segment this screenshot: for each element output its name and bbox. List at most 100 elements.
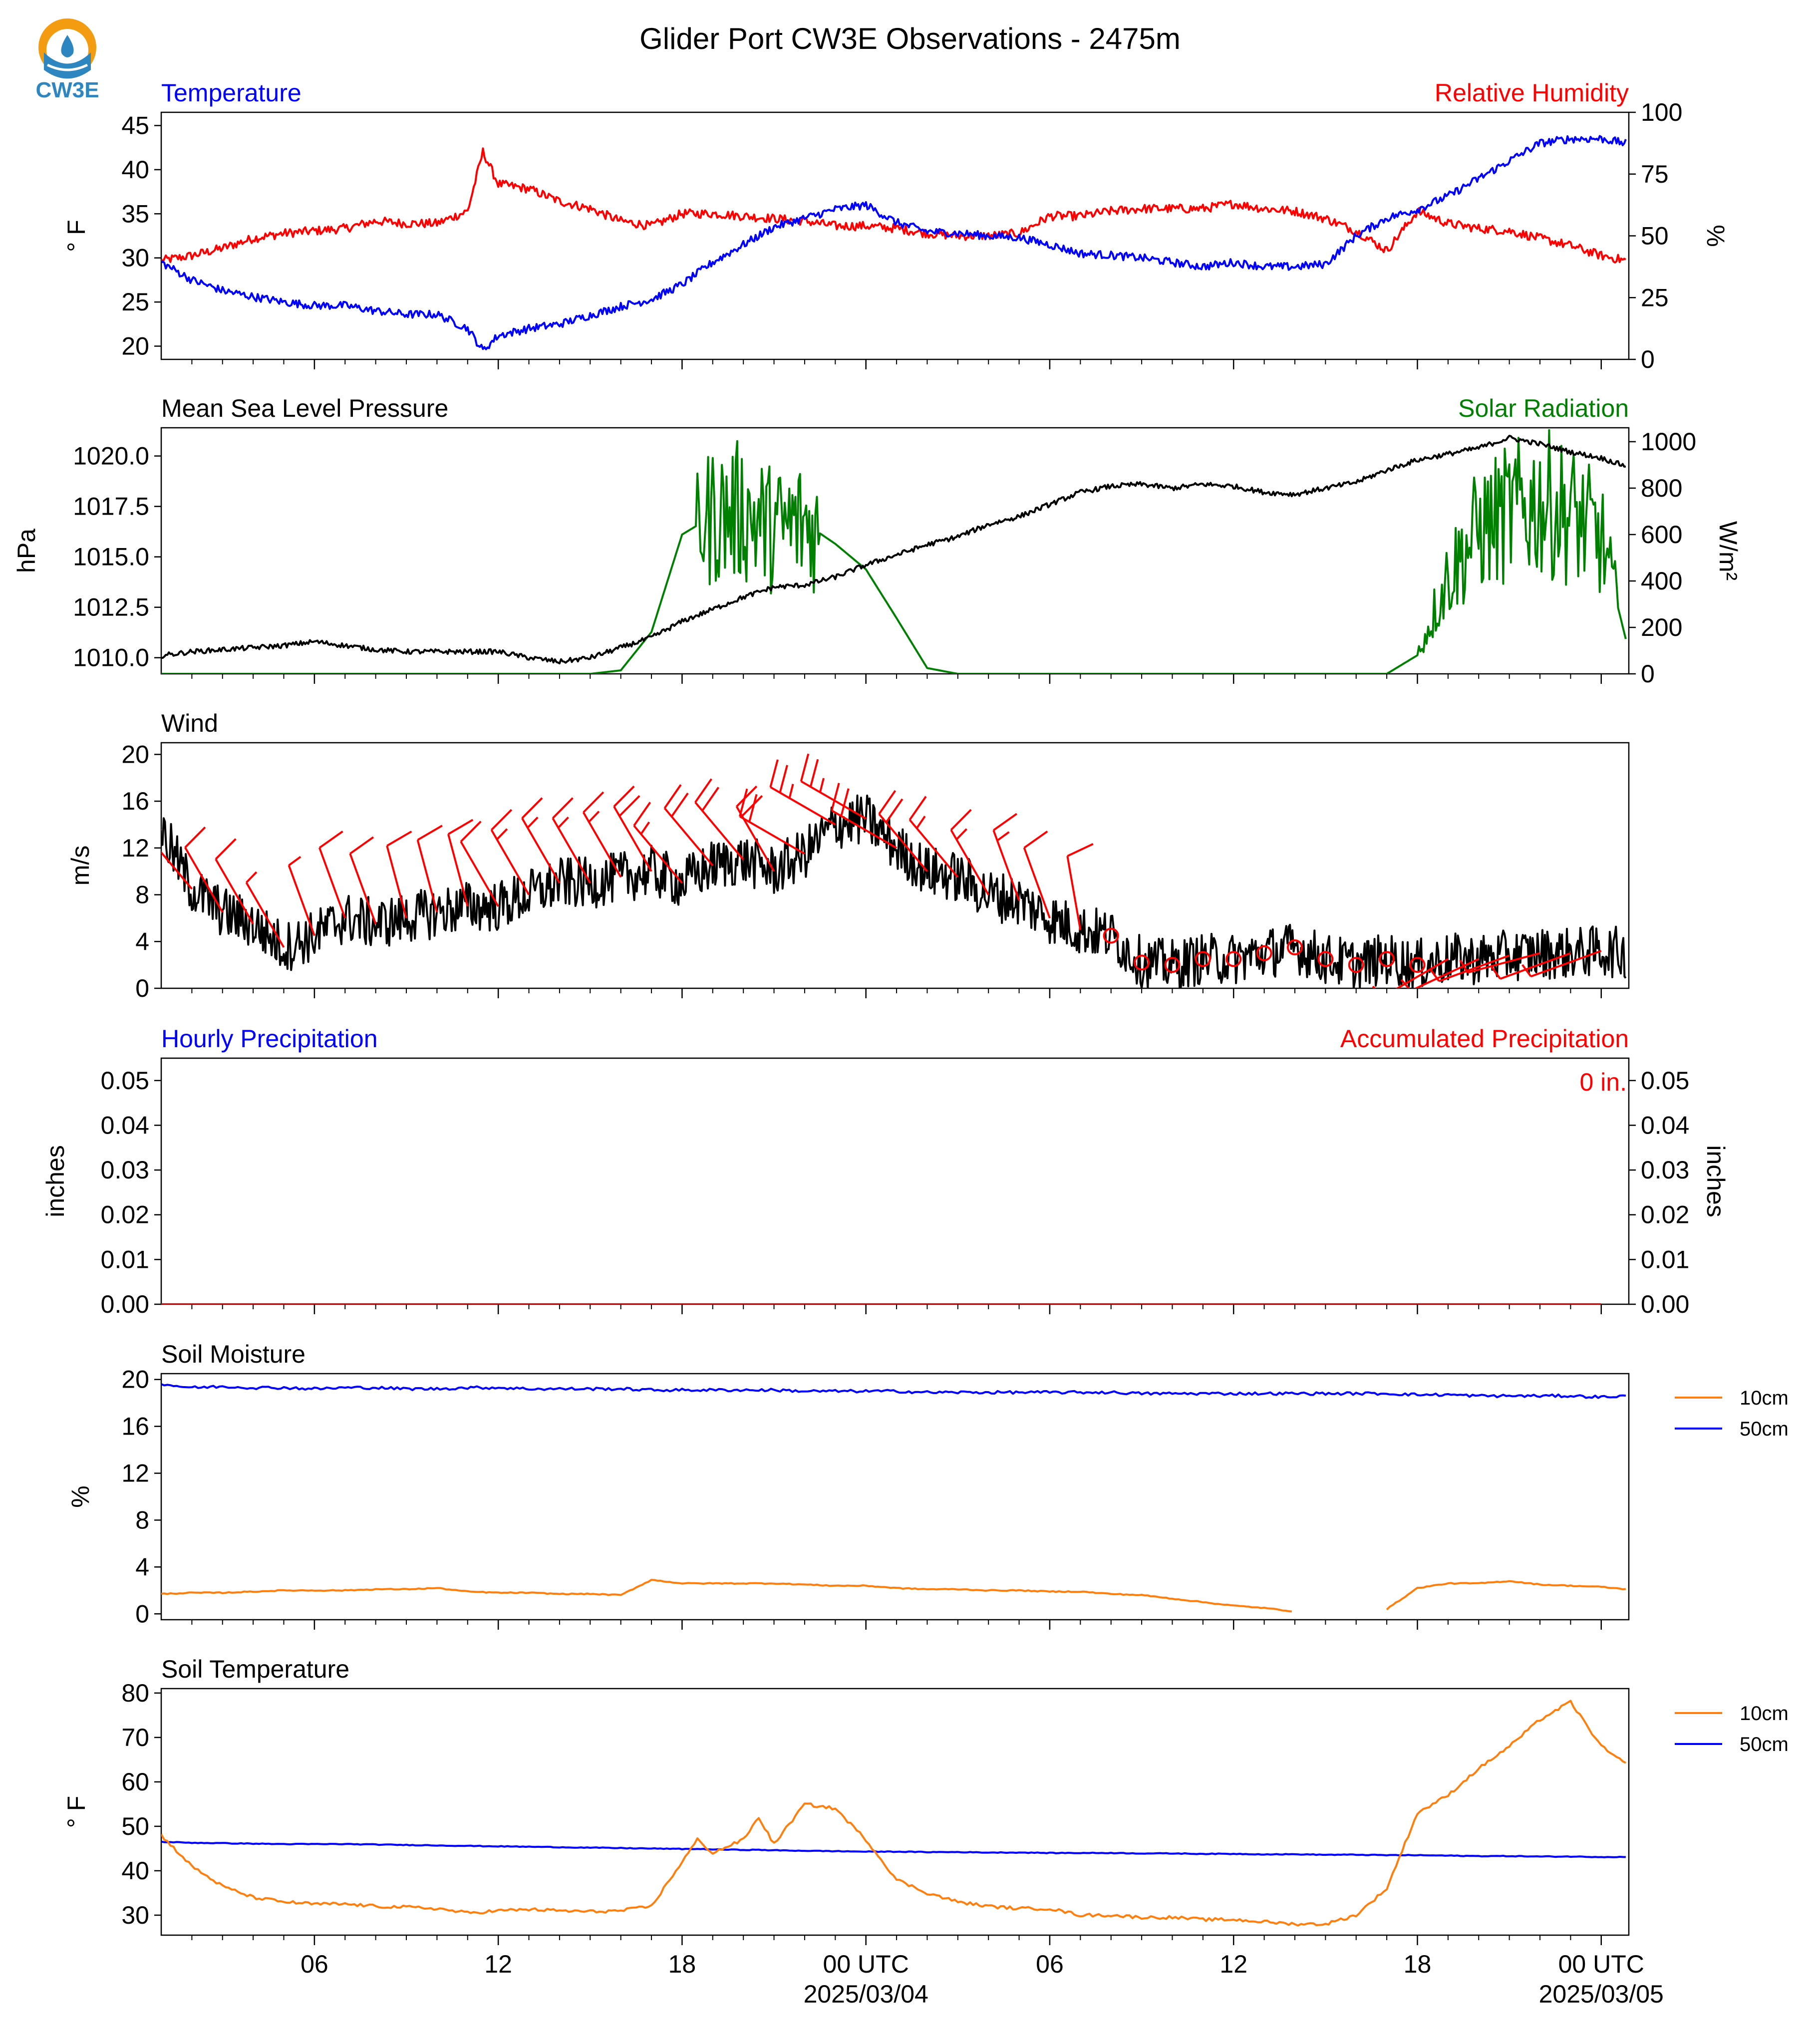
wind-barb-calm (1409, 957, 1426, 973)
pressure-panel-ylabel-right: W/m² (1714, 521, 1742, 580)
temperature-panel-right-title: Relative Humidity (1435, 79, 1629, 107)
temperature-series-line (161, 135, 1627, 350)
soil-temperature-panel-ytick-label: 80 (121, 1679, 149, 1707)
logo: CW3E (35, 18, 99, 102)
soil-temp-50cm-line (161, 1840, 1626, 1858)
wind-barb (950, 809, 989, 895)
soil-temperature-panel-ytick-label: 30 (121, 1901, 149, 1929)
precip-panel-ytick-label: 0.02 (101, 1201, 149, 1229)
solar-radiation-series-line (161, 429, 1627, 674)
temperature-panel-ytick-label: 20 (121, 332, 149, 360)
wind-barb (613, 785, 652, 872)
pressure-panel-frame (160, 427, 1630, 675)
temperature-panel-ytick-label: 45 (121, 112, 149, 140)
wind-barb (1023, 830, 1051, 919)
x-tick-label: 00 UTC (1558, 1950, 1644, 1978)
temperature-panel: Temperature Relative Humidity 20 25 30 35 40 45… (62, 79, 1730, 373)
pressure-series-line (161, 435, 1626, 664)
wind-barb-calm (1348, 957, 1364, 973)
wind-barb-calm (1225, 951, 1242, 967)
soil-temperature-panel-left-title: Soil Temperature (161, 1655, 349, 1683)
x-tick-label: 06 (1036, 1950, 1064, 1978)
wind-barb (992, 813, 1020, 901)
wind-barb (1521, 950, 1602, 978)
wind-barb (349, 836, 377, 924)
soil-moisture-panel-ytick-label: 4 (135, 1553, 149, 1581)
wind-barb (1372, 958, 1449, 988)
soil-temperature-panel-ylabel: ° F (62, 1796, 90, 1828)
wind-panel: Wind 0 4 8 12 16 20 m/s (66, 709, 1630, 1002)
wind-barb (460, 821, 499, 907)
pressure-panel-right-title: Solar Radiation (1458, 394, 1629, 422)
temperature-panel-ylabel-right: % (1702, 225, 1730, 247)
wind-barb-calm (1379, 951, 1395, 967)
wind-barb (490, 809, 530, 895)
x-tick-label: 12 (484, 1950, 512, 1978)
pressure-panel-ytick-right-label: 0 (1641, 660, 1655, 688)
precip-panel-right-title: Accumulated Precipitation (1340, 1025, 1629, 1053)
precip-panel-ytick-label: 0.01 (101, 1245, 149, 1273)
wind-barb (215, 838, 254, 925)
precip-panel-ytick-right-label: 0.02 (1641, 1201, 1689, 1229)
precip-panel-ytick-right-label: 0.01 (1641, 1245, 1689, 1273)
x-tick-label: 12 (1219, 1950, 1247, 1978)
wind-barb (878, 790, 928, 872)
pressure-panel-ytick-label: 1012.5 (73, 593, 149, 621)
wind-barb (1066, 843, 1094, 930)
wind-barb (552, 797, 592, 884)
panels-container: Temperature Relative Humidity202530354045… (12, 79, 1789, 2008)
pressure-panel-ytick-right-label: 200 (1641, 613, 1682, 641)
soil-moisture-50cm-line (161, 1383, 1626, 1399)
precip-panel-ytick-label: 0.04 (101, 1111, 149, 1139)
pressure-panel-ytick-label: 1020.0 (73, 442, 149, 470)
pressure-panel-ytick-label: 1015.0 (73, 543, 149, 571)
soil-temperature-panel-ytick-label: 50 (121, 1812, 149, 1840)
soil-temperature-panel: Soil Temperature 30 40 50 60 70 80 ° F 10cm 50cm (62, 1655, 1789, 1945)
wind-barb (1429, 954, 1510, 982)
x-date-label: 2025/03/05 (1539, 1980, 1664, 2008)
soil-temperature-panel-frame (160, 1688, 1630, 1936)
wind-barb (694, 778, 744, 861)
wind-panel-frame (160, 742, 1630, 989)
x-date-label: 2025/03/04 (804, 1980, 928, 2008)
soil-moisture-panel-ytick-label: 12 (121, 1459, 149, 1487)
wind-barb (582, 791, 622, 878)
wind-barb-calm (1134, 954, 1150, 971)
pressure-panel-ytick-label: 1010.0 (73, 644, 149, 672)
x-tick-label: 18 (668, 1950, 696, 1978)
precip-panel-ytick-right-label: 0.03 (1641, 1156, 1689, 1184)
precip-panel-left-title: Hourly Precipitation (161, 1025, 378, 1053)
wind-barb (909, 796, 959, 878)
pressure-panel-ytick-label: 1017.5 (73, 493, 149, 521)
pressure-panel: Mean Sea Level Pressure Solar Radiation 10… (12, 394, 1742, 688)
wind-panel-ytick-label: 4 (135, 927, 149, 955)
soil-moisture-panel-ytick-label: 8 (135, 1506, 149, 1534)
wind-barb (1400, 958, 1480, 988)
precip-panel: Hourly Precipitation Accumulated Precipit… (41, 1025, 1730, 1318)
wind-barb (521, 797, 561, 884)
pressure-panel-left-title: Mean Sea Level Pressure (161, 394, 448, 422)
x-tick-label: 18 (1404, 1950, 1432, 1978)
pressure-panel-ytick-right-label: 400 (1641, 567, 1682, 595)
wind-barb (318, 830, 346, 919)
soil-moisture-panel: Soil Moisture 0 4 8 12 16 20% 10cm 50cm (66, 1340, 1789, 1630)
wind-barb-calm (1256, 945, 1272, 961)
soil-temperature-panel-ytick-label: 40 (121, 1857, 149, 1885)
wind-barb-calm (1195, 951, 1211, 967)
wind-barb (769, 759, 836, 826)
wind-panel-ytick-label: 8 (135, 881, 149, 909)
temperature-panel-ytick-right-label: 75 (1641, 160, 1669, 188)
soil-temperature-panel-ytick-label: 70 (121, 1724, 149, 1751)
temperature-panel-ytick-right-label: 0 (1641, 345, 1655, 373)
figure-title: Glider Port CW3E Observations - 2475m (639, 22, 1181, 55)
soil-moisture-panel-ytick-label: 20 (121, 1366, 149, 1394)
cw3e-logo-icon (38, 18, 96, 79)
wind-panel-ytick-label: 12 (121, 834, 149, 862)
legend-label: 50cm (1740, 1734, 1789, 1755)
x-tick-label: 06 (301, 1950, 328, 1978)
temperature-panel-ytick-right-label: 25 (1641, 284, 1669, 311)
precip-panel-ytick-label: 0.05 (101, 1067, 149, 1095)
temperature-panel-ytick-label: 25 (121, 288, 149, 316)
